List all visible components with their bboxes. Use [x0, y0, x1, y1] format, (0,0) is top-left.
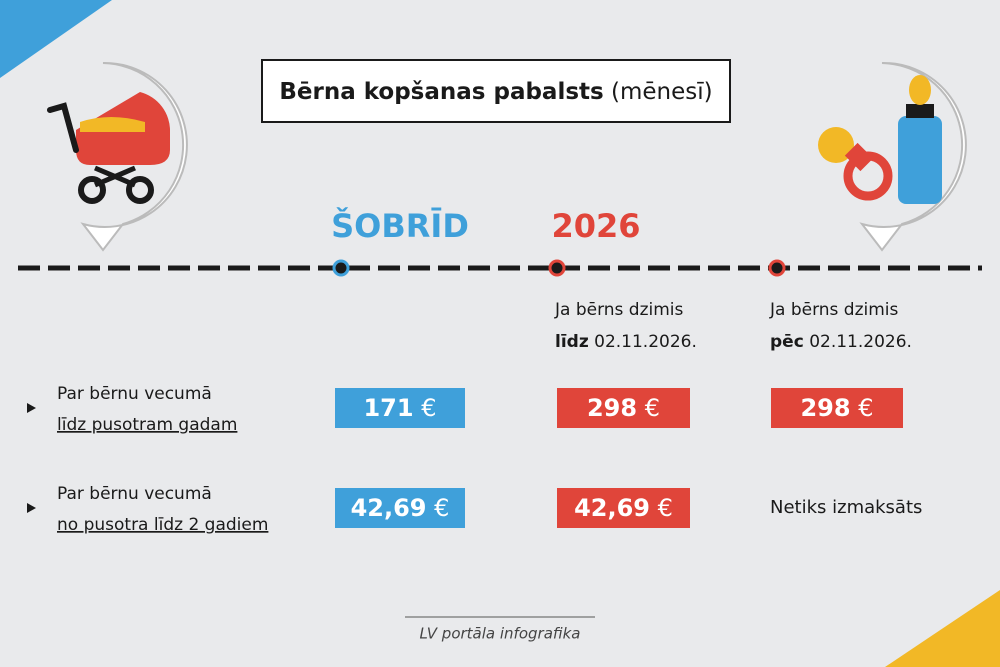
- value-space: [851, 394, 859, 422]
- value-currency: €: [434, 494, 449, 522]
- value-currency: €: [858, 394, 873, 422]
- corner-yellow: [885, 590, 1000, 667]
- row-label: Par bērnu vecumā: [57, 384, 212, 404]
- timeline-dot: [332, 259, 350, 277]
- column-note: Ja bērns dzimis: [769, 300, 899, 320]
- value-space: [650, 494, 658, 522]
- stroller-bubble: [47, 61, 188, 252]
- value-space: [427, 494, 435, 522]
- value-space: [637, 394, 645, 422]
- value-note: Netiks izmaksāts: [770, 497, 922, 518]
- value-box: [335, 488, 465, 528]
- value: 298 €: [587, 394, 660, 422]
- value: 42,69 €: [574, 494, 673, 522]
- now-label: ŠOBRĪD: [331, 206, 469, 245]
- value-amount: 298: [800, 394, 850, 422]
- column-note: Ja bērns dzimis: [554, 300, 684, 320]
- value-amount: 298: [587, 394, 637, 422]
- bottle-bubble: [818, 61, 967, 252]
- title-box: [261, 59, 731, 123]
- value-box: [557, 388, 690, 428]
- value: 42,69 €: [351, 494, 450, 522]
- corner-blue: [0, 0, 112, 78]
- timeline-dot: [768, 259, 786, 277]
- row-marker: [27, 503, 36, 513]
- column-note: līdz 02.11.2026.: [555, 332, 697, 352]
- value-box: [557, 488, 690, 528]
- value-currency: €: [658, 494, 673, 522]
- column-keyword: līdz: [555, 332, 589, 352]
- rows: Par bērnu vecumā līdz pusotram gadam 171 €…: [27, 384, 922, 535]
- column-note: pēc 02.11.2026.: [770, 332, 912, 352]
- column-keyword: pēc: [770, 332, 804, 352]
- timeline-dot: [548, 259, 566, 277]
- title-main: Bērna kopšanas pabalsts: [279, 79, 603, 105]
- title-suffix: (mēnesī): [611, 79, 713, 105]
- value: 298 €: [800, 394, 873, 422]
- value-currency: €: [645, 394, 660, 422]
- row-marker: [27, 403, 36, 413]
- row-label-underlined: līdz pusotram gadam: [57, 415, 237, 435]
- year-label: 2026: [551, 207, 640, 245]
- column-date: 02.11.2026.: [594, 332, 697, 352]
- value-amount: 42,69: [351, 494, 427, 522]
- value-amount: 171: [363, 394, 413, 422]
- title: Bērna kopšanas pabalsts (mēnesī): [279, 79, 712, 105]
- value-space: [414, 394, 422, 422]
- value-box: [771, 388, 903, 428]
- row-label: Par bērnu vecumā: [57, 484, 212, 504]
- row-label-underlined: no pusotra līdz 2 gadiem: [57, 515, 268, 535]
- value-amount: 42,69: [574, 494, 650, 522]
- value-currency: €: [421, 394, 436, 422]
- value: 171 €: [363, 394, 436, 422]
- column-date: 02.11.2026.: [809, 332, 912, 352]
- value-box: [335, 388, 465, 428]
- footer: LV portāla infografika: [420, 625, 581, 643]
